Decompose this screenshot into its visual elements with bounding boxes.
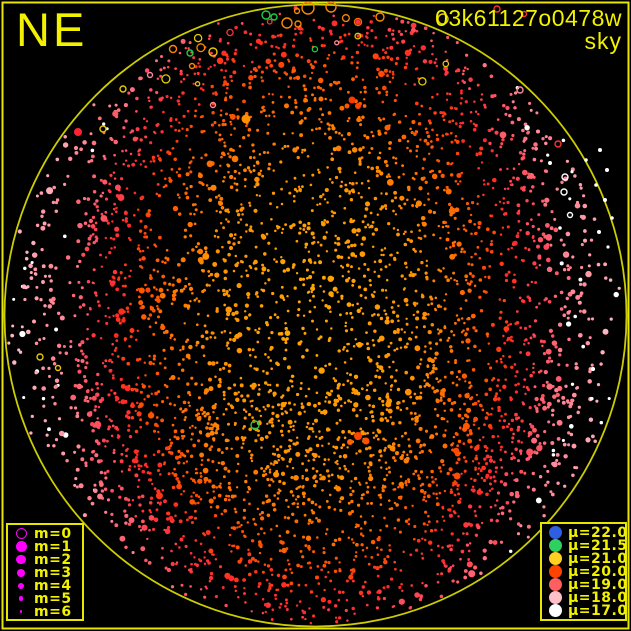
magnitude-symbol-icon bbox=[18, 582, 24, 589]
legend-row: m=2 bbox=[8, 551, 82, 568]
magnitude-symbol-icon bbox=[19, 610, 23, 613]
orientation-label: NE bbox=[16, 3, 88, 56]
legend-row: m=0 bbox=[8, 525, 82, 542]
legend-label: m=0 bbox=[34, 525, 72, 542]
ring-markers bbox=[36, 1, 574, 430]
legend-label: m=6 bbox=[34, 603, 72, 620]
magnitude-legend: m=0 m=1 m=2 m=3 m=4 m=5 m=6 bbox=[6, 523, 84, 621]
legend-row: μ=17.0 bbox=[542, 602, 628, 619]
mu-color-symbol-icon bbox=[548, 526, 562, 539]
mu-color-symbol-icon bbox=[548, 604, 562, 617]
legend-row: μ=18.0 bbox=[542, 589, 628, 606]
legend-row: μ=22.0 bbox=[542, 524, 628, 541]
legend-row: μ=21.0 bbox=[542, 550, 628, 567]
legend-row: m=5 bbox=[8, 590, 82, 607]
legend-label: μ=20.0 bbox=[568, 563, 628, 580]
legend-label: m=4 bbox=[34, 577, 72, 594]
legend-row: m=6 bbox=[8, 603, 82, 620]
magnitude-symbol-icon bbox=[16, 554, 26, 565]
legend-row: μ=20.0 bbox=[542, 563, 628, 580]
mu-color-symbol-icon bbox=[548, 565, 562, 578]
exposure-title: 03k61127o0478w bbox=[435, 5, 622, 31]
legend-row: m=3 bbox=[8, 564, 82, 581]
magnitude-symbol-icon bbox=[15, 541, 27, 552]
legend-row: μ=21.5 bbox=[542, 537, 628, 554]
legend-row: m=4 bbox=[8, 577, 82, 594]
mu-color-symbol-icon bbox=[548, 552, 562, 565]
legend-label: m=3 bbox=[34, 564, 72, 581]
legend-label: μ=22.0 bbox=[568, 524, 628, 541]
title-block: 03k61127o0478w sky bbox=[435, 5, 622, 55]
legend-label: μ=18.0 bbox=[568, 589, 628, 606]
legend-label: m=2 bbox=[34, 551, 72, 568]
legend-label: m=5 bbox=[34, 590, 72, 607]
legend-label: μ=21.5 bbox=[568, 537, 628, 554]
plot-type-label: sky bbox=[584, 28, 622, 55]
field-boundary-circle bbox=[3, 3, 628, 628]
legend-row: m=1 bbox=[8, 538, 82, 555]
magnitude-symbol-icon bbox=[17, 568, 25, 577]
legend-label: m=1 bbox=[34, 538, 72, 555]
legend-label: μ=17.0 bbox=[568, 602, 628, 619]
legend-label: μ=19.0 bbox=[568, 576, 628, 593]
star-points bbox=[7, 5, 621, 625]
mu-color-symbol-icon bbox=[548, 578, 562, 591]
magnitude-symbol-icon bbox=[18, 596, 24, 601]
mu-color-symbol-icon bbox=[548, 539, 562, 552]
magnitude-symbol-icon bbox=[15, 528, 27, 539]
legend-label: μ=21.0 bbox=[568, 550, 628, 567]
mu-color-symbol-icon bbox=[548, 591, 562, 604]
legend-row: μ=19.0 bbox=[542, 576, 628, 593]
mu-depth-legend: μ=22.0 μ=21.5 μ=21.0 μ=20.0 μ=19.0 μ=18.… bbox=[540, 522, 627, 621]
